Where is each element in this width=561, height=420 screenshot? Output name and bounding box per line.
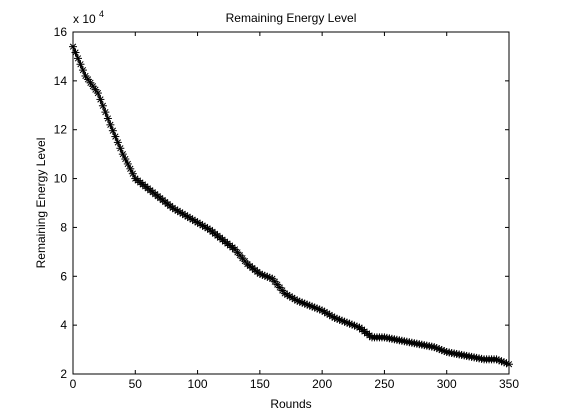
data-point-marker xyxy=(310,303,319,312)
data-point-marker xyxy=(121,155,130,164)
y-axis-label: Remaining Energy Level xyxy=(34,138,48,269)
data-point-marker xyxy=(96,95,105,104)
data-point-marker xyxy=(108,126,117,135)
y-multiplier-exponent: 4 xyxy=(99,9,104,19)
y-multiplier-base: x 10 xyxy=(73,12,96,26)
data-point-marker xyxy=(69,42,77,51)
series-line-group xyxy=(69,42,513,369)
y-tick-label: 6 xyxy=(60,269,67,283)
y-tick-label: 8 xyxy=(60,220,67,234)
y-tick-label: 2 xyxy=(60,367,67,381)
x-tick-label: 250 xyxy=(374,377,394,391)
data-point-marker xyxy=(103,114,112,123)
data-point-marker xyxy=(308,302,317,311)
data-point-marker xyxy=(303,300,312,309)
x-tick-label: 100 xyxy=(188,377,208,391)
data-point-marker xyxy=(78,66,87,75)
data-point-marker xyxy=(93,89,102,98)
x-tick-label: 300 xyxy=(437,377,457,391)
y-multiplier: x 10 4 xyxy=(73,9,104,26)
axis-ticks: 0 50 100 150 200 250 300 350 2 4 6 8 10 12 14 16 xyxy=(54,25,520,391)
data-point-marker xyxy=(116,144,125,153)
data-point-marker xyxy=(106,120,115,129)
chart-title: Remaining Energy Level xyxy=(226,11,357,25)
x-tick-label: 150 xyxy=(250,377,270,391)
x-tick-label: 50 xyxy=(129,377,143,391)
data-point-marker xyxy=(505,360,513,369)
y-tick-label: 10 xyxy=(54,172,68,186)
data-point-marker xyxy=(113,138,122,147)
x-axis-label: Rounds xyxy=(270,397,311,411)
x-tick-label: 350 xyxy=(499,377,519,391)
y-tick-label: 12 xyxy=(54,123,68,137)
data-point-marker xyxy=(101,108,110,117)
data-point-marker xyxy=(71,48,80,57)
y-tick-label: 16 xyxy=(54,25,68,39)
data-point-marker xyxy=(123,159,132,168)
data-point-marker xyxy=(98,101,107,110)
data-point-marker xyxy=(73,54,82,63)
y-tick-label: 4 xyxy=(60,318,67,332)
data-point-marker xyxy=(111,132,120,141)
y-tick-label: 14 xyxy=(54,74,68,88)
data-point-marker xyxy=(76,60,85,69)
plot-area xyxy=(72,31,510,375)
x-tick-label: 200 xyxy=(312,377,332,391)
x-tick-label: 0 xyxy=(70,377,77,391)
marker-group xyxy=(69,42,513,369)
